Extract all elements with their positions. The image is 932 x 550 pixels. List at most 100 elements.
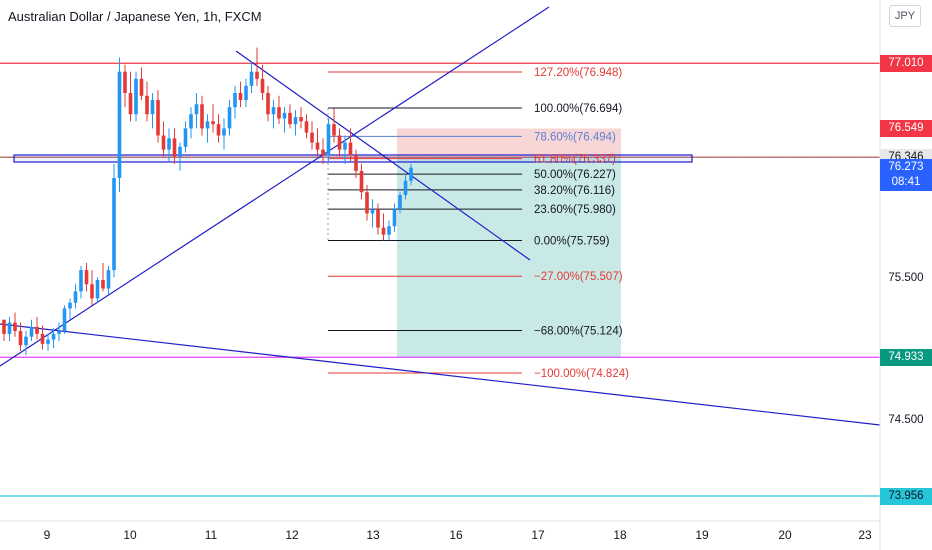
position-zones bbox=[397, 128, 621, 358]
candle-body bbox=[7, 322, 12, 334]
candle-body bbox=[117, 71, 122, 179]
fib-level-label: 23.60%(75.980) bbox=[534, 204, 616, 216]
price-label: 74.933 bbox=[880, 349, 932, 367]
lower-trend-line bbox=[0, 323, 881, 426]
x-tick-label: 10 bbox=[123, 528, 137, 542]
candle-body bbox=[321, 149, 325, 156]
candle-body bbox=[255, 71, 259, 79]
candle-body bbox=[172, 138, 177, 157]
candle-body bbox=[260, 78, 265, 93]
x-tick-label: 17 bbox=[531, 528, 545, 542]
trend-lines bbox=[0, 6, 881, 426]
candle-body bbox=[194, 104, 199, 115]
candle-body bbox=[370, 209, 375, 214]
candle-body bbox=[222, 128, 226, 136]
candle-body bbox=[398, 195, 402, 210]
candle-body bbox=[161, 135, 166, 150]
candle-body bbox=[343, 142, 347, 150]
candle-body bbox=[233, 92, 237, 108]
candle-body bbox=[211, 121, 215, 125]
price-label: 08:41 bbox=[880, 173, 932, 191]
candle-body bbox=[348, 142, 353, 156]
candle-body bbox=[79, 270, 83, 292]
candle-body bbox=[128, 92, 133, 115]
fib-level-label: −100.00%(74.824) bbox=[534, 368, 629, 380]
candle-body bbox=[249, 71, 254, 86]
candle-body bbox=[266, 92, 270, 115]
candle-body bbox=[409, 167, 413, 181]
candle-body bbox=[288, 112, 292, 125]
candle-body bbox=[337, 135, 342, 150]
y-tick-label: 74.500 bbox=[888, 414, 923, 426]
fibonacci-retracement: 127.20%(76.948) 100.00%(76.694) 78.60%(76.… bbox=[327, 67, 629, 380]
candle-body bbox=[101, 280, 105, 289]
candle-body bbox=[62, 308, 67, 332]
candle-body bbox=[293, 117, 298, 125]
candle-body bbox=[299, 117, 303, 122]
candle-body bbox=[84, 270, 89, 285]
candle-body bbox=[167, 138, 171, 150]
candle-body bbox=[35, 326, 39, 334]
x-tick-label: 12 bbox=[285, 528, 299, 542]
candle-body bbox=[73, 291, 78, 303]
fib-level-label: 100.00%(76.694) bbox=[534, 103, 622, 115]
candle-body bbox=[178, 146, 182, 157]
ascending-trend-line bbox=[0, 6, 550, 367]
descending-trend-line bbox=[235, 50, 531, 261]
x-tick-label: 13 bbox=[366, 528, 380, 542]
take-profit-zone bbox=[397, 157, 621, 358]
candle-body bbox=[216, 124, 221, 136]
price-label: 76.273 bbox=[880, 159, 932, 177]
fib-level-label: 50.00%(76.227) bbox=[534, 169, 616, 181]
candle-body bbox=[381, 227, 386, 235]
candle-body bbox=[332, 124, 336, 136]
candle-body bbox=[392, 209, 397, 227]
candle-body bbox=[145, 95, 149, 115]
x-tick-label: 11 bbox=[205, 528, 218, 542]
candle-body bbox=[376, 209, 380, 228]
x-tick-label: 23 bbox=[858, 528, 872, 542]
fib-level-label: 127.20%(76.948) bbox=[534, 67, 622, 79]
stop-loss-zone bbox=[397, 128, 621, 158]
candle-body bbox=[304, 121, 309, 133]
candlesticks bbox=[2, 47, 413, 356]
candle-body bbox=[90, 284, 94, 299]
fib-level-label: 0.00%(75.759) bbox=[534, 235, 610, 247]
x-tick-label: 16 bbox=[449, 528, 463, 542]
candle-body bbox=[277, 107, 281, 119]
fib-level-label: −68.00%(75.124) bbox=[534, 325, 623, 337]
x-tick-label: 9 bbox=[44, 528, 51, 542]
fib-level-label: −27.00%(75.507) bbox=[534, 271, 623, 283]
candle-body bbox=[365, 192, 369, 214]
candle-body bbox=[95, 280, 100, 299]
candle-body bbox=[2, 319, 6, 334]
y-tick-label: 75.500 bbox=[888, 272, 923, 284]
candle-body bbox=[24, 336, 28, 346]
candle-body bbox=[315, 142, 320, 150]
candle-body bbox=[134, 78, 138, 115]
currency-button[interactable]: JPY bbox=[889, 5, 921, 27]
candle-body bbox=[150, 100, 155, 115]
candle-body bbox=[354, 155, 358, 171]
candle-body bbox=[387, 226, 391, 235]
candle-body bbox=[123, 71, 127, 93]
candle-body bbox=[326, 124, 331, 156]
fib-level-label: 78.60%(76.494) bbox=[534, 131, 616, 143]
candle-body bbox=[189, 114, 193, 129]
price-label: 77.010 bbox=[880, 54, 932, 72]
chart-title: Australian Dollar / Japanese Yen, 1h, FX… bbox=[8, 9, 262, 24]
x-tick-label: 19 bbox=[695, 528, 709, 542]
candle-body bbox=[310, 132, 314, 143]
candle-body bbox=[205, 121, 210, 129]
candle-body bbox=[359, 170, 364, 193]
candle-body bbox=[238, 92, 243, 101]
candle-body bbox=[227, 107, 232, 129]
candle-body bbox=[200, 104, 204, 129]
candle-body bbox=[51, 333, 56, 340]
candle-body bbox=[156, 100, 160, 136]
candle-body bbox=[68, 302, 72, 309]
x-tick-label: 18 bbox=[613, 528, 627, 542]
candle-body bbox=[18, 331, 23, 346]
